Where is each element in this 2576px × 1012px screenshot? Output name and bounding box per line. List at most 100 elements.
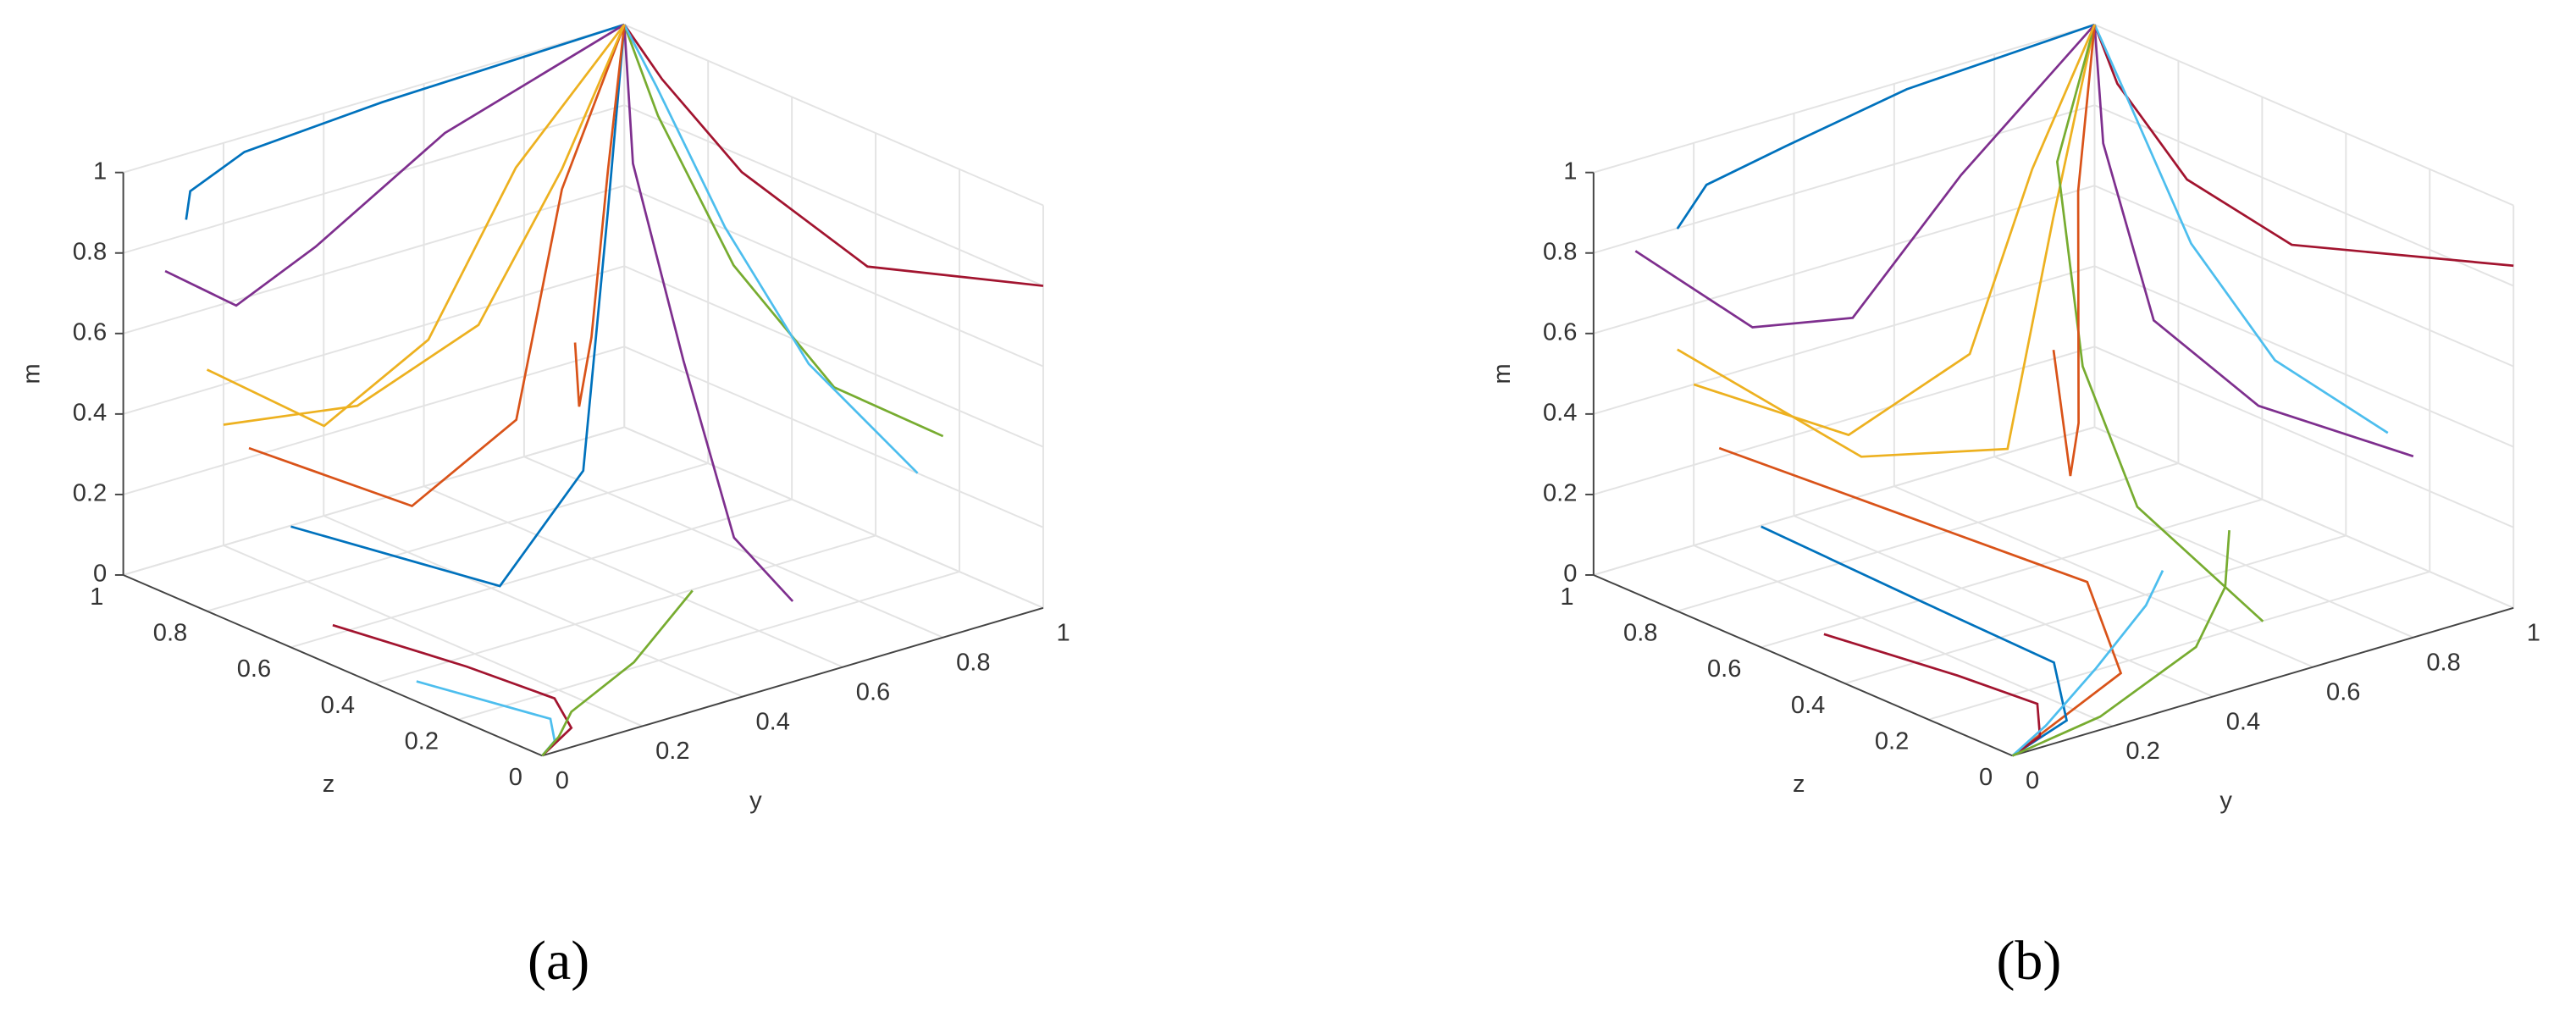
y-tick-label: 0.4 (755, 708, 789, 735)
y-tick-label: 1 (2527, 620, 2540, 647)
trajectory (223, 24, 626, 426)
z-tick-label: 0.4 (1791, 692, 1825, 719)
grid-line (207, 462, 709, 612)
trajectory (623, 24, 919, 474)
z-tick-label: 0.6 (237, 655, 271, 683)
trajectory (2093, 24, 2514, 268)
grid-line (374, 534, 876, 684)
grid-line (1593, 104, 2095, 254)
grid-line (623, 346, 1044, 528)
trajectory (541, 589, 694, 757)
trajectory (185, 23, 625, 220)
trajectory (1677, 24, 2096, 458)
grid-line (623, 104, 1044, 287)
grid-line (1593, 426, 2095, 576)
m-tick-label: 0.4 (73, 400, 107, 427)
m-tick-label: 0.8 (73, 238, 107, 265)
trajectory (573, 24, 626, 407)
m-tick-label: 0 (93, 561, 107, 588)
z-tick-label: 1 (90, 583, 103, 611)
m-tick-label: 0.6 (73, 318, 107, 346)
y-tick-label: 0.8 (956, 649, 990, 676)
trajectory (1718, 446, 2123, 757)
grid-line (123, 24, 625, 174)
trajectory (2052, 24, 2096, 477)
y-axis-line (2012, 606, 2514, 757)
y-axis-label: y (749, 787, 762, 814)
m-tick-label: 1 (1563, 158, 1577, 185)
z-tick-label: 0.2 (1875, 728, 1909, 755)
trajectory (1693, 24, 2096, 437)
trajectory (1761, 525, 2069, 757)
grid-line (2094, 346, 2514, 528)
trajectory (1823, 633, 2042, 757)
grid-line (1893, 485, 2313, 668)
trajectory (2011, 570, 2164, 757)
y-tick-label: 0.6 (856, 678, 890, 705)
z-tick-label: 0.8 (153, 620, 187, 647)
y-tick-label: 0.8 (2426, 649, 2460, 676)
grid-line (2094, 104, 2514, 287)
grid-line (1993, 456, 2414, 639)
grid-line (623, 185, 1044, 368)
grid-line (523, 456, 943, 639)
m-axis-label: m (19, 363, 46, 384)
trajectory (164, 23, 625, 307)
z-tick-label: 0.6 (1707, 655, 1741, 683)
m-tick-label: 0.2 (1543, 480, 1577, 507)
y-tick-label: 0.2 (2125, 738, 2159, 765)
grid-line (1593, 265, 2095, 415)
z-tick-label: 0.2 (405, 728, 439, 755)
grid-line (290, 498, 793, 649)
grid-line (2094, 24, 2514, 207)
y-tick-label: 1 (1056, 620, 1070, 647)
trajectory (622, 24, 944, 438)
grid-line (1593, 185, 2095, 335)
grid-line (423, 485, 843, 668)
grid-line (123, 104, 625, 254)
grid-line (623, 265, 1044, 448)
z-axis-line (123, 574, 543, 757)
grid-line (1794, 515, 2214, 698)
z-tick-label: 0.4 (321, 692, 355, 719)
trajectory (2093, 25, 2414, 458)
grid-line (1761, 498, 2263, 649)
panel-label: (b) (1996, 930, 2061, 992)
trajectory (206, 24, 626, 428)
m-tick-label: 0.8 (1543, 238, 1577, 265)
y-tick-label: 0.6 (2326, 678, 2360, 705)
grid-line (2094, 265, 2514, 448)
m-tick-label: 1 (93, 158, 107, 185)
trajectory (623, 24, 1044, 287)
grid-line (123, 346, 625, 495)
z-tick-label: 1 (1560, 583, 1573, 611)
trajectory (2055, 24, 2264, 622)
z-tick-label: 0 (509, 764, 522, 791)
grid-line (623, 426, 1044, 609)
trajectory (622, 25, 794, 602)
trajectory (2093, 24, 2389, 434)
grid-line (123, 426, 625, 576)
trajectory (248, 24, 626, 508)
m-tick-label: 0.4 (1543, 400, 1577, 427)
trajectory (1676, 23, 2095, 229)
m-tick-label: 0.6 (1543, 318, 1577, 346)
y-axis-line (541, 606, 1044, 757)
grid-line (223, 545, 643, 727)
y-tick-label: 0.2 (655, 738, 689, 765)
grid-line (1593, 24, 2095, 174)
grid-line (323, 515, 744, 698)
m-tick-label: 0.2 (73, 480, 107, 507)
grid-line (1593, 346, 2095, 495)
z-axis-label: z (1793, 771, 1805, 798)
m-tick-label: 0 (1563, 561, 1577, 588)
grid-line (2094, 185, 2514, 368)
trajectory (332, 623, 573, 757)
panel-label: (a) (528, 930, 589, 992)
z-tick-label: 0.8 (1623, 620, 1657, 647)
grid-line (1693, 545, 2114, 727)
y-tick-label: 0.4 (2226, 708, 2260, 735)
grid-line (1677, 462, 2179, 612)
z-axis-line (1593, 574, 2013, 757)
grid-line (2094, 426, 2514, 609)
